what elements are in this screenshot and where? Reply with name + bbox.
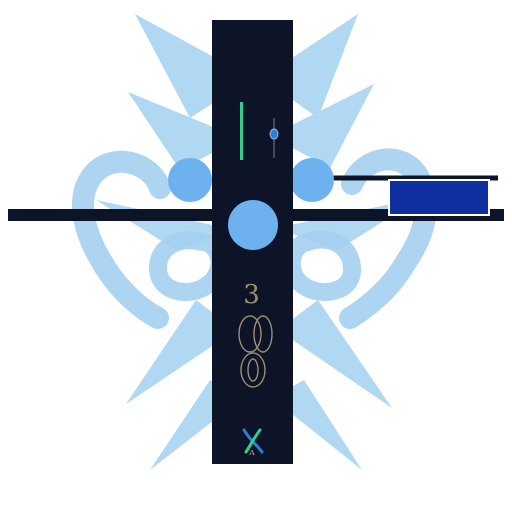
ray-lower-right — [278, 300, 392, 408]
ornament-lower — [240, 352, 266, 388]
swirl-right-inner — [282, 230, 362, 302]
cross-icon — [242, 428, 264, 454]
right-circle — [290, 158, 334, 202]
vertical-line-icon — [240, 102, 243, 160]
ray-lower-left — [126, 300, 236, 404]
ornament-lower-inner — [247, 358, 259, 382]
swirl-left-inner — [148, 231, 229, 301]
ray-bottom-right — [272, 380, 362, 470]
ornament-upper-left — [238, 315, 262, 353]
center-circle — [228, 200, 278, 250]
left-circle — [168, 158, 212, 202]
ray-upper-right — [270, 84, 374, 168]
ornament-upper-right — [253, 315, 273, 353]
blue-panel — [388, 179, 490, 216]
pin-icon — [269, 118, 279, 158]
swirl-left-outer — [72, 150, 171, 329]
oval-ornament-icon — [238, 315, 273, 388]
